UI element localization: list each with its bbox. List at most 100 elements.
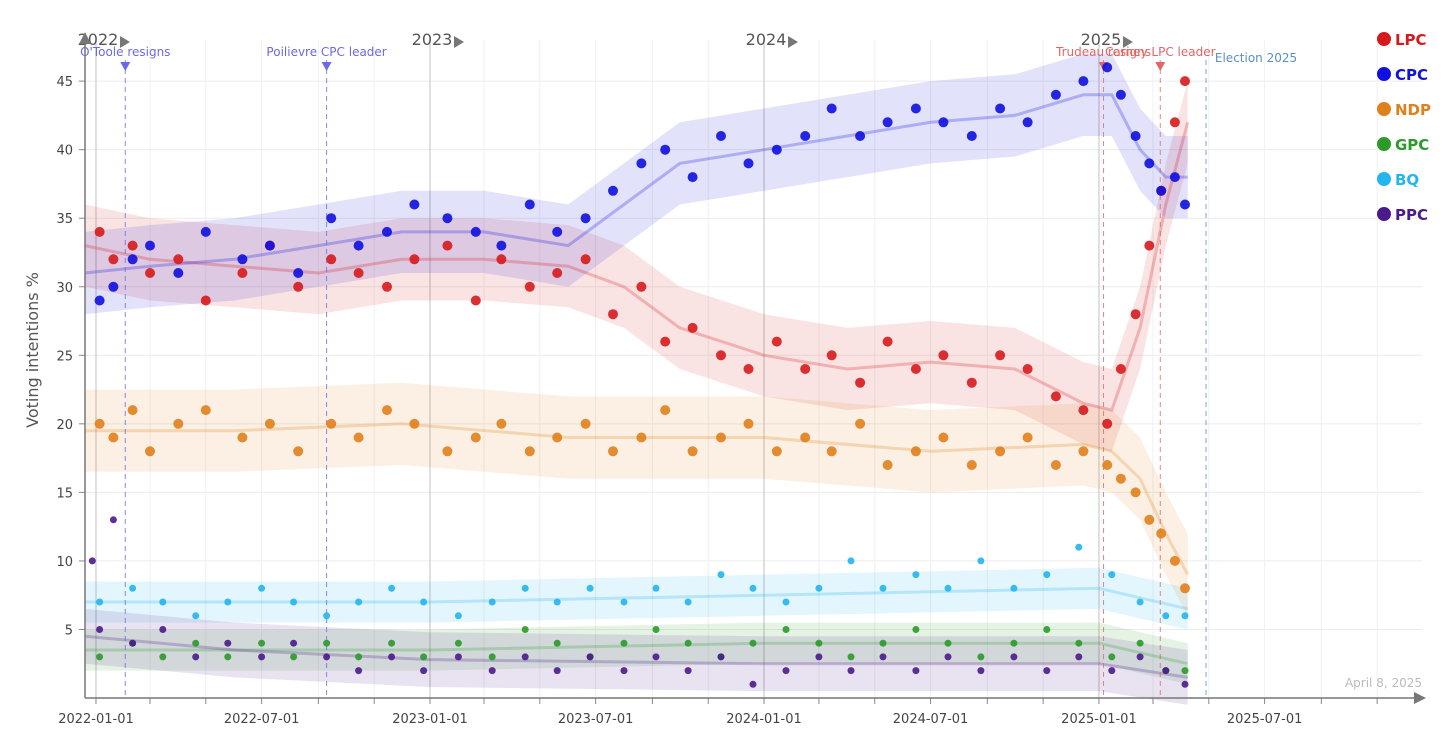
poll-point-cpc [470, 226, 481, 237]
poll-point-ndp [608, 446, 618, 457]
poll-point-bq [454, 612, 462, 620]
poll-point-cpc [966, 131, 977, 141]
event-marker-icon [1155, 62, 1166, 71]
poll-point-lpc [800, 364, 811, 374]
poll-point-lpc [855, 377, 866, 388]
trend-band-ppc [85, 608, 1188, 705]
poll-point-bq [553, 598, 561, 606]
poll-point-lpc [382, 281, 392, 292]
poll-point-cpc [771, 144, 782, 155]
year-label: 2025 [1081, 30, 1122, 49]
poll-point-cpc [1156, 185, 1167, 196]
poll-point-ppc [88, 557, 96, 565]
legend-swatch-cpc [1377, 67, 1391, 81]
poll-point-lpc [636, 281, 647, 292]
poll-point-ndp [1169, 555, 1180, 566]
poll-point-lpc [660, 336, 671, 347]
poll-point-ppc [258, 653, 266, 661]
event-label: Carney LPC leader [1105, 45, 1216, 59]
poll-point-ppc [323, 653, 331, 661]
poll-point-cpc [608, 185, 618, 196]
poll-point-lpc [882, 336, 893, 347]
poll-point-ndp [800, 432, 811, 443]
poll-point-ndp [524, 446, 535, 457]
trend-line-lpc [84, 121, 1190, 412]
poll-point-cpc [1130, 131, 1141, 141]
poll-point-lpc [237, 268, 248, 278]
poll-point-gpc [879, 639, 887, 647]
poll-point-cpc [94, 295, 105, 306]
poll-point-cpc [687, 172, 698, 183]
event-label: Poilievre CPC leader [266, 45, 386, 59]
y-tick-label: 45 [56, 75, 73, 90]
poll-point-ndp [660, 405, 671, 416]
poll-point-bq [355, 598, 363, 606]
y-tick-label: 15 [56, 486, 73, 501]
poll-point-ndp [995, 446, 1006, 457]
poll-point-lpc [1130, 309, 1141, 320]
poll-point-lpc [826, 350, 837, 361]
poll-point-ppc [553, 667, 561, 675]
poll-point-ppc [1010, 653, 1018, 661]
poll-point-cpc [826, 103, 837, 114]
poll-point-gpc [684, 639, 692, 647]
legend-label-lpc: LPC [1395, 31, 1427, 49]
poll-point-gpc [782, 626, 790, 633]
poll-point-ndp [826, 446, 837, 457]
poll-point-bq [388, 584, 396, 592]
y-tick-label: 10 [56, 555, 73, 570]
poll-point-bq [521, 584, 529, 592]
poll-point-ppc [1043, 667, 1051, 675]
y-tick-label: 5 [65, 623, 73, 638]
poll-point-cpc [743, 158, 754, 169]
legend: LPC CPC NDP GPC BQ PPC [1377, 31, 1431, 224]
poll-point-ndp [743, 418, 754, 429]
poll-point-bq [749, 584, 757, 592]
poll-point-cpc [1102, 62, 1113, 73]
poll-point-cpc [910, 103, 921, 114]
year-arrow-icon [119, 36, 130, 48]
poll-point-bq [1162, 612, 1170, 620]
poll-point-bq [586, 584, 594, 592]
poll-point-ndp [353, 432, 364, 443]
poll-point-ppc [355, 667, 363, 675]
year-label: 2024 [746, 30, 787, 49]
poll-point-cpc [173, 268, 184, 278]
poll-point-bq [420, 598, 428, 606]
poll-point-ndp [1022, 432, 1033, 443]
legend-swatch-lpc [1377, 32, 1391, 46]
poll-point-gpc [159, 653, 167, 661]
event-label: O'Toole resigns [80, 45, 170, 59]
poll-point-ndp [200, 405, 211, 416]
poll-point-gpc [290, 653, 298, 661]
legend-swatch-ppc [1377, 207, 1391, 221]
poll-point-cpc [636, 158, 647, 169]
poll-point-lpc [94, 226, 105, 237]
date-note: April 8, 2025 [1345, 676, 1422, 690]
poll-point-cpc [293, 268, 304, 278]
poll-point-ndp [1078, 446, 1089, 457]
y-tick-label: 25 [56, 349, 73, 364]
poll-point-lpc [910, 364, 921, 374]
poll-points [88, 62, 1190, 688]
poll-point-lpc [127, 240, 138, 251]
poll-point-bq [977, 557, 985, 565]
poll-point-cpc [1180, 199, 1190, 210]
poll-point-gpc [1010, 639, 1018, 647]
poll-point-cpc [442, 213, 453, 224]
y-tick-label: 30 [56, 281, 73, 296]
poll-point-ndp [237, 432, 248, 443]
poll-point-ndp [1115, 473, 1126, 484]
poll-point-cpc [237, 254, 248, 265]
poll-point-lpc [1022, 364, 1033, 374]
trend-bands [85, 53, 1188, 705]
poll-point-ndp [938, 432, 949, 443]
event-label: Election 2025 [1215, 51, 1297, 65]
poll-point-cpc [995, 103, 1006, 114]
trend-line-gpc [85, 641, 1189, 666]
poll-point-ndp [382, 405, 392, 416]
poll-point-gpc [1136, 639, 1144, 647]
poll-point-gpc [388, 639, 396, 647]
trend-band-lpc [85, 81, 1188, 452]
poll-point-lpc [1169, 117, 1180, 128]
